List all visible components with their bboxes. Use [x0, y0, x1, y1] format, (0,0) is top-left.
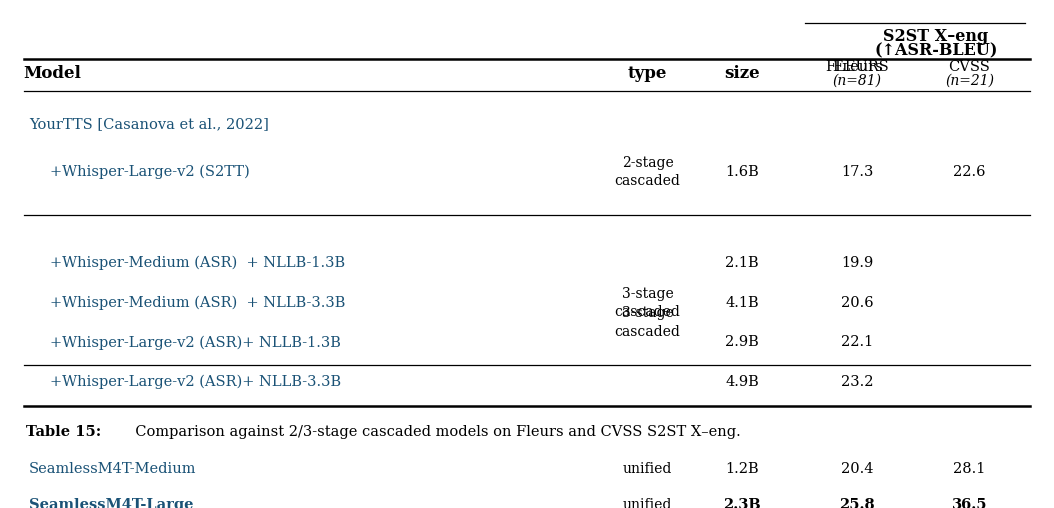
Text: 3-stage
cascaded: 3-stage cascaded — [614, 306, 681, 339]
Text: +Whisper-Large-v2 (ASR)+ NLLB-3.3B: +Whisper-Large-v2 (ASR)+ NLLB-3.3B — [50, 375, 341, 389]
Text: +Whisper-Medium (ASR)  + NLLB-1.3B: +Whisper-Medium (ASR) + NLLB-1.3B — [50, 256, 345, 270]
Text: 4.1B: 4.1B — [725, 296, 759, 310]
Text: Model: Model — [24, 65, 81, 82]
Text: SeamlessM4T-Medium: SeamlessM4T-Medium — [30, 462, 196, 476]
Text: 19.9: 19.9 — [841, 256, 874, 270]
Text: +Whisper-Large-v2 (S2TT): +Whisper-Large-v2 (S2TT) — [50, 165, 250, 179]
Text: 22.1: 22.1 — [841, 335, 874, 350]
Text: 25.8: 25.8 — [839, 498, 875, 508]
Text: 3-stage
cascaded: 3-stage cascaded — [614, 287, 681, 319]
Text: (n=21): (n=21) — [945, 73, 994, 87]
Text: Fʟeurs: Fʟeurs — [832, 60, 882, 74]
Text: 23.2: 23.2 — [841, 375, 874, 389]
Text: 28.1: 28.1 — [953, 462, 985, 476]
Text: +Whisper-Medium (ASR)  + NLLB-3.3B: +Whisper-Medium (ASR) + NLLB-3.3B — [50, 296, 346, 310]
Text: S2ST X–eng: S2ST X–eng — [883, 28, 989, 45]
Text: CVSS: CVSS — [949, 60, 991, 74]
Text: 1.2B: 1.2B — [725, 462, 759, 476]
Text: size: size — [724, 65, 760, 82]
Text: 17.3: 17.3 — [841, 165, 874, 179]
Text: 22.6: 22.6 — [953, 165, 985, 179]
Text: 2.1B: 2.1B — [725, 256, 759, 270]
Text: 4.9B: 4.9B — [725, 375, 759, 389]
Text: 2.3B: 2.3B — [723, 498, 761, 508]
Text: 36.5: 36.5 — [952, 498, 988, 508]
Text: unified: unified — [623, 498, 672, 508]
Text: SeamlessM4T-Large: SeamlessM4T-Large — [30, 498, 194, 508]
Text: 2-stage
cascaded: 2-stage cascaded — [614, 155, 681, 188]
Text: 20.6: 20.6 — [841, 296, 874, 310]
Text: 1.6B: 1.6B — [725, 165, 759, 179]
Text: 20.4: 20.4 — [841, 462, 874, 476]
Text: type: type — [628, 65, 667, 82]
Text: unified: unified — [623, 462, 672, 476]
Text: Comparison against 2/3-stage cascaded models on Fleurs and CVSS S2ST X–eng.: Comparison against 2/3-stage cascaded mo… — [126, 425, 741, 438]
Text: (n=81): (n=81) — [833, 73, 882, 87]
Text: YourTTS [Casanova et al., 2022]: YourTTS [Casanova et al., 2022] — [30, 117, 269, 132]
Text: +Whisper-Large-v2 (ASR)+ NLLB-1.3B: +Whisper-Large-v2 (ASR)+ NLLB-1.3B — [50, 335, 340, 350]
Text: Table 15:: Table 15: — [26, 425, 101, 438]
Text: FLEURS: FLEURS — [825, 60, 890, 74]
Text: 2.9B: 2.9B — [725, 335, 759, 350]
Text: (↑ASR-BLEU): (↑ASR-BLEU) — [874, 43, 997, 59]
